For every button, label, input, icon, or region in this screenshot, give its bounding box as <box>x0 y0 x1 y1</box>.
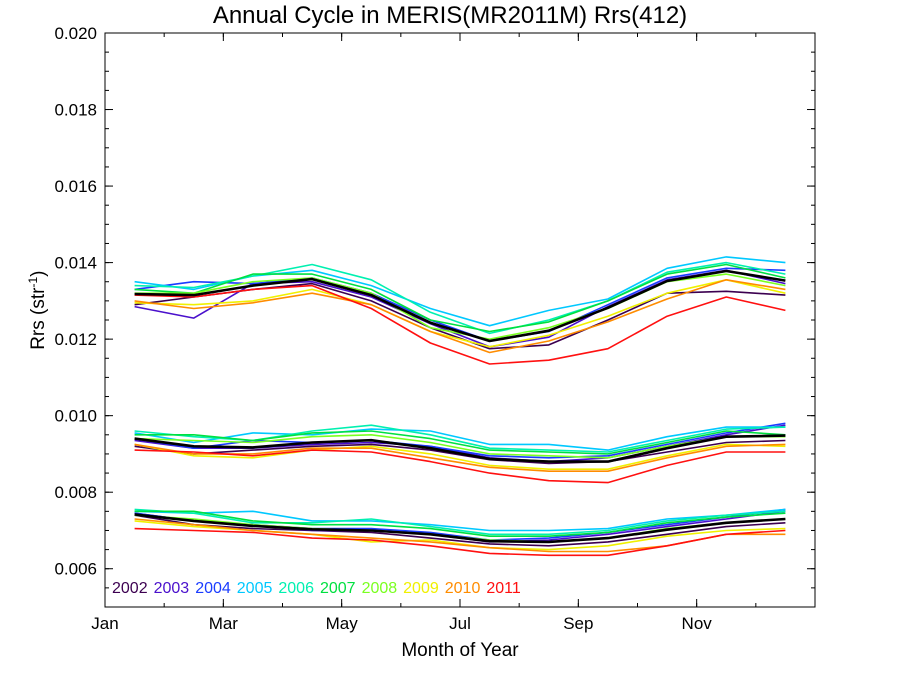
series-line-2010-group-2 <box>134 443 786 473</box>
series-line-2006-group-3 <box>134 508 786 536</box>
series-line-2010-group-1 <box>134 278 786 354</box>
series-line-2011-group-2 <box>134 449 786 484</box>
series-line-2007-group-3 <box>134 510 786 538</box>
series-line-2005-group-3 <box>134 508 786 532</box>
series-line-2005-group-2 <box>134 426 786 451</box>
mean-line-group-3 <box>134 513 786 544</box>
series-line-2003-group-1 <box>134 269 786 348</box>
series-line-2007-group-1 <box>134 263 786 333</box>
chart-title: Annual Cycle in MERIS(MR2011M) Rrs(412) <box>212 2 688 29</box>
legend-entry-2004: 2004 <box>195 580 231 597</box>
legend-entry-2002: 2002 <box>112 580 148 597</box>
y-tick-label: 0.016 <box>54 177 97 196</box>
legend: 2002 2003 2004 2005 2006 2007 2008 2009 2010 2011 <box>112 580 527 598</box>
x-tick-label: May <box>326 614 359 633</box>
legend-entry-2003: 2003 <box>153 580 190 597</box>
x-tick-label: Jan <box>91 614 118 633</box>
y-tick-label: 0.006 <box>54 560 97 579</box>
series-line-2002-group-2 <box>134 439 786 465</box>
y-tick-label: 0.010 <box>54 407 97 426</box>
series-line-2011-group-1 <box>134 284 786 365</box>
series-line-2011-group-3 <box>134 527 786 557</box>
y-tick-label: 0.018 <box>54 101 97 120</box>
series-line-2007-group-2 <box>134 430 786 455</box>
legend-entry-2009: 2009 <box>403 580 439 597</box>
legend-entry-2011: 2011 <box>486 580 521 597</box>
legend-entry-2007: 2007 <box>319 580 356 597</box>
y-tick-label: 0.020 <box>54 24 97 43</box>
legend-entry-2008: 2008 <box>361 580 398 597</box>
x-tick-label: Sep <box>563 614 593 633</box>
y-tick-label: 0.014 <box>54 254 97 273</box>
series-line-2008-group-2 <box>134 433 786 459</box>
x-tick-label: Jul <box>449 614 471 633</box>
y-tick-label: 0.012 <box>54 330 97 349</box>
series-line-2009-group-2 <box>134 443 786 471</box>
mean-line-group-1 <box>134 269 786 343</box>
legend-entry-2010: 2010 <box>444 580 481 597</box>
x-tick-label: Nov <box>682 614 713 633</box>
x-axis-label: Month of Year <box>401 640 519 661</box>
series-line-2009-group-1 <box>134 278 786 348</box>
series-line-2008-group-1 <box>134 273 786 340</box>
y-tick-label: 0.008 <box>54 483 97 502</box>
legend-entry-2006: 2006 <box>278 580 314 597</box>
legend-entry-2005: 2005 <box>236 580 273 597</box>
series-line-2002-group-3 <box>134 514 786 547</box>
series-line-2006-group-1 <box>134 261 786 335</box>
x-tick-label: Mar <box>209 614 239 633</box>
mean-line-group-2 <box>134 434 786 463</box>
